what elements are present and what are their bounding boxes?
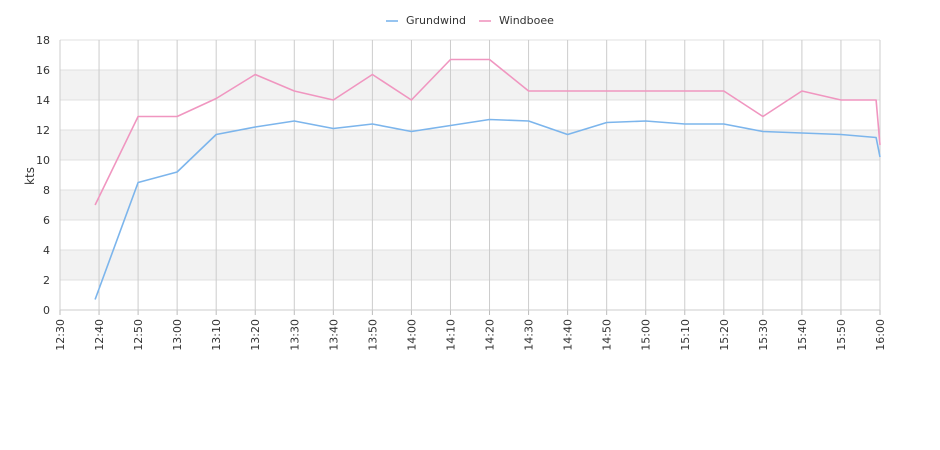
x-tick-label: 14:10 (444, 319, 457, 351)
x-tick-label: 15:50 (835, 319, 848, 351)
x-tick-label: 13:40 (327, 319, 340, 351)
x-tick-label: 14:30 (523, 319, 536, 351)
y-tick-label: 6 (43, 214, 50, 227)
y-tick-label: 14 (36, 94, 50, 107)
x-tick-label: 15:20 (718, 319, 731, 351)
y-tick-label: 18 (36, 34, 50, 47)
y-tick-label: 8 (43, 184, 50, 197)
plot-band (60, 250, 880, 280)
y-axis-title: kts (23, 167, 37, 185)
y-tick-label: 0 (43, 304, 50, 317)
series-line-windboee (94, 58, 881, 206)
legend: Grundwind Windboee (386, 14, 554, 27)
x-tick-label: 12:30 (54, 319, 67, 351)
y-axis-ticks: 0 2 4 6 8 10 12 14 16 18 (36, 34, 50, 317)
plot-band (60, 70, 880, 100)
x-tick-label: 16:00 (874, 319, 887, 351)
y-tick-label: 2 (43, 274, 50, 287)
legend-label-grundwind: Grundwind (406, 14, 466, 27)
x-tick-label: 15:40 (796, 319, 809, 351)
x-tick-label: 14:40 (562, 319, 575, 351)
x-tick-label: 15:30 (757, 319, 770, 351)
x-tick-label: 13:00 (171, 319, 184, 351)
plot-bands (60, 70, 880, 280)
horizontal-gridlines (60, 39, 880, 311)
legend-label-windboee: Windboee (499, 14, 554, 27)
x-tick-label: 14:00 (405, 319, 418, 351)
x-tick-label: 13:30 (288, 319, 301, 351)
x-tick-label: 12:50 (132, 319, 145, 351)
plot-band (60, 130, 880, 160)
x-tick-label: 13:10 (210, 319, 223, 351)
vertical-gridlines (59, 40, 881, 315)
y-tick-label: 4 (43, 244, 50, 257)
y-tick-label: 16 (36, 64, 50, 77)
series-line-grundwind (94, 118, 881, 300)
x-tick-label: 15:10 (679, 319, 692, 351)
y-tick-label: 12 (36, 124, 50, 137)
x-axis-ticks: 12:30 12:40 12:50 13:00 13:10 13:20 13:30 13:40… (54, 319, 887, 351)
x-tick-label: 15:00 (640, 319, 653, 351)
plot-band (60, 190, 880, 220)
x-tick-label: 14:50 (601, 319, 614, 351)
x-tick-label: 13:50 (366, 319, 379, 351)
y-tick-label: 10 (36, 154, 50, 167)
series-lines (94, 58, 881, 300)
x-tick-label: 12:40 (93, 319, 106, 351)
x-tick-label: 14:20 (484, 319, 497, 351)
x-tick-label: 13:20 (249, 319, 262, 351)
